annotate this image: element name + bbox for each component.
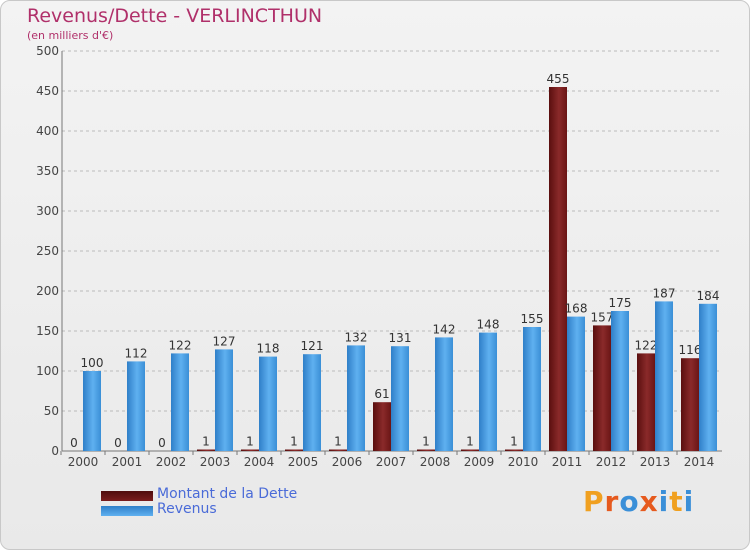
bar-dette: [549, 87, 567, 451]
bar-dette: [329, 449, 347, 451]
bar-dette: [373, 402, 391, 451]
data-label-dette: 0: [114, 436, 122, 450]
proxiti-logo: Proxiti: [583, 485, 694, 518]
data-label-dette: 1: [422, 435, 430, 449]
bar-revenus: [303, 354, 321, 451]
y-tick-label: 300: [36, 204, 59, 218]
legend-swatch-revenus: [101, 506, 153, 516]
x-tick-label: 2008: [420, 455, 451, 469]
bar-revenus: [523, 327, 541, 451]
x-tick-label: 2010: [508, 455, 539, 469]
x-tick-label: 2005: [288, 455, 319, 469]
bar-revenus: [699, 303, 717, 451]
x-tick-label: 2013: [640, 455, 671, 469]
x-tick-label: 2014: [684, 455, 715, 469]
bar-revenus: [215, 349, 233, 451]
x-tick-label: 2006: [332, 455, 363, 469]
bar-revenus: [479, 332, 497, 451]
data-label-revenus: 187: [653, 286, 676, 300]
y-tick-label: 100: [36, 364, 59, 378]
bar-dette: [637, 353, 655, 451]
bar-revenus: [391, 346, 409, 451]
bar-dette: [505, 449, 523, 451]
y-tick-label: 350: [36, 164, 59, 178]
data-label-dette: 1: [466, 435, 474, 449]
data-label-revenus: 118: [257, 342, 280, 356]
data-label-revenus: 100: [81, 356, 104, 370]
x-tick-label: 2001: [112, 455, 143, 469]
logo-letter: r: [604, 485, 620, 518]
legend-label-revenus: Revenus: [157, 501, 217, 517]
y-tick-label: 50: [44, 404, 59, 418]
data-label-revenus: 122: [169, 338, 192, 352]
data-label-dette: 61: [374, 387, 389, 401]
data-label-dette: 1: [246, 435, 254, 449]
x-tick-label: 2004: [244, 455, 275, 469]
bar-revenus: [655, 301, 673, 451]
bar-revenus: [171, 353, 189, 451]
bar-dette: [197, 449, 215, 451]
y-tick-label: 0: [51, 444, 59, 458]
x-tick-label: 2007: [376, 455, 407, 469]
data-label-revenus: 142: [433, 322, 456, 336]
x-tick-label: 2003: [200, 455, 231, 469]
bar-dette: [681, 358, 699, 451]
data-label-revenus: 155: [521, 312, 544, 326]
logo-letter: P: [583, 485, 605, 518]
data-label-dette: 0: [70, 436, 78, 450]
data-label-dette: 122: [635, 338, 658, 352]
x-tick-label: 2009: [464, 455, 495, 469]
y-tick-label: 500: [36, 44, 59, 58]
y-tick-label: 400: [36, 124, 59, 138]
x-tick-label: 2012: [596, 455, 627, 469]
data-label-revenus: 132: [345, 330, 368, 344]
data-label-dette: 0: [158, 436, 166, 450]
logo-letter: i: [658, 485, 670, 518]
data-label-dette: 1: [334, 435, 342, 449]
data-label-dette: 157: [591, 310, 614, 324]
bar-revenus: [127, 361, 145, 451]
data-label-dette: 455: [547, 72, 570, 86]
y-tick-label: 150: [36, 324, 59, 338]
bar-dette: [285, 449, 303, 451]
data-label-revenus: 175: [609, 296, 632, 310]
data-label-revenus: 112: [125, 346, 148, 360]
data-label-dette: 1: [202, 435, 210, 449]
y-tick-label: 250: [36, 244, 59, 258]
bar-revenus: [567, 316, 585, 451]
data-label-dette: 1: [510, 435, 518, 449]
data-label-revenus: 184: [697, 289, 720, 303]
logo-letter: i: [683, 485, 695, 518]
legend-label-dette: Montant de la Dette: [157, 486, 298, 502]
data-label-revenus: 121: [301, 339, 324, 353]
bar-revenus: [259, 356, 277, 451]
logo-letter: o: [619, 485, 640, 518]
y-tick-label: 200: [36, 284, 59, 298]
bar-dette: [593, 325, 611, 451]
x-tick-label: 2000: [68, 455, 99, 469]
data-label-dette: 116: [679, 343, 702, 357]
data-label-revenus: 148: [477, 318, 500, 332]
bar-revenus: [611, 311, 629, 451]
bar-revenus: [83, 371, 101, 451]
bar-dette: [461, 449, 479, 451]
data-label-dette: 1: [290, 435, 298, 449]
bar-revenus: [435, 337, 453, 451]
logo-letter: t: [669, 485, 684, 518]
bar-dette: [417, 449, 435, 451]
chart-title: Revenus/Dette - VERLINCTHUN: [27, 5, 323, 27]
data-label-revenus: 131: [389, 331, 412, 345]
bar-dette: [241, 449, 259, 451]
bar-revenus: [347, 345, 365, 451]
legend-swatch-dette: [101, 491, 153, 501]
chart-subtitle: (en milliers d'€): [27, 29, 114, 42]
logo-letter: x: [639, 485, 659, 518]
x-tick-label: 2011: [552, 455, 583, 469]
x-tick-label: 2002: [156, 455, 187, 469]
data-label-revenus: 168: [565, 302, 588, 316]
y-tick-label: 450: [36, 84, 59, 98]
data-label-revenus: 127: [213, 334, 236, 348]
